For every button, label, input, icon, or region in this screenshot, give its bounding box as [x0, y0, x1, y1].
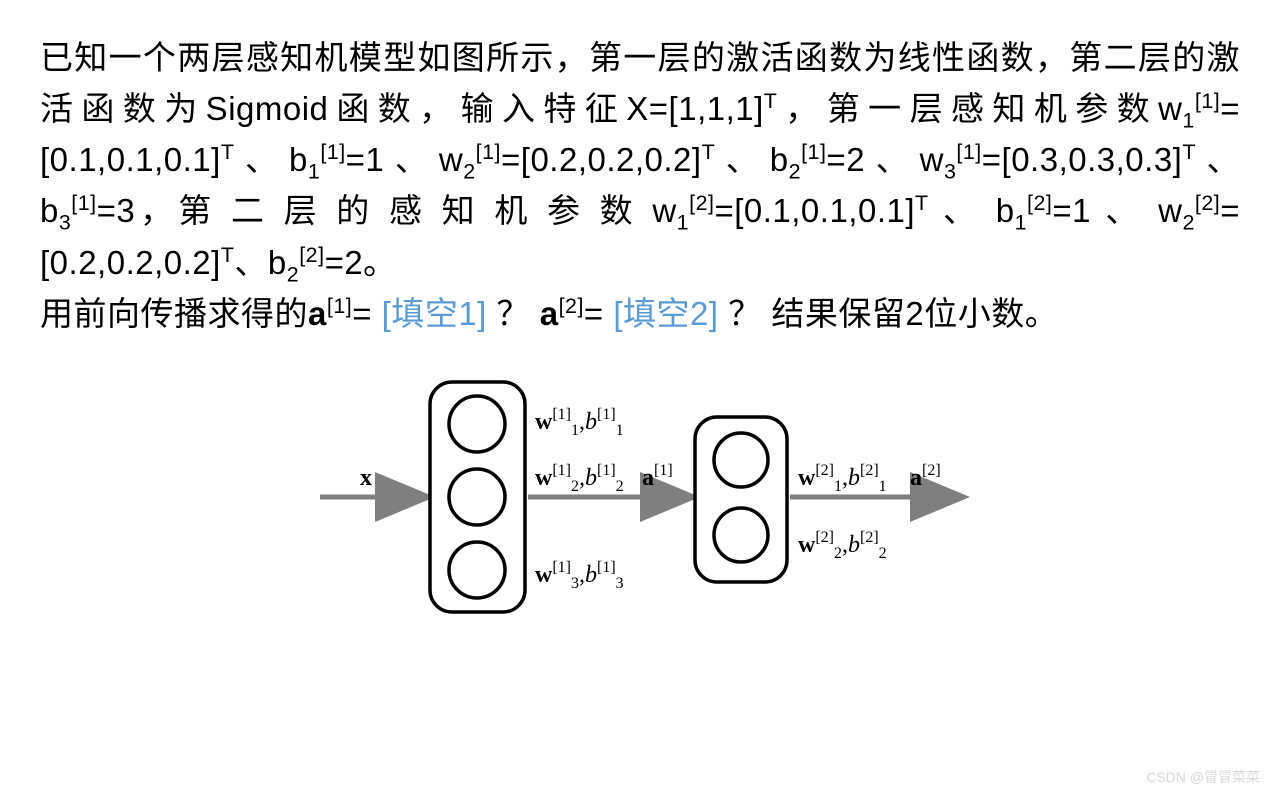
- blank-1: [填空1]: [382, 295, 487, 332]
- a1-symbol: a: [308, 295, 327, 332]
- txt-l2b: ，第一层感知机参数w: [777, 90, 1182, 127]
- svg-text:w[1]3,b[1]3: w[1]3,b[1]3: [535, 559, 624, 592]
- question-prefix: 用前向传播求得的: [40, 295, 308, 332]
- svg-text:w[1]2,b[1]2: w[1]2,b[1]2: [535, 462, 624, 495]
- problem-statement: 已知一个两层感知机模型如图所示，第一层的激活函数为线性函数，第二层的激活函数为S…: [40, 32, 1240, 339]
- svg-text:w[2]1,b[2]1: w[2]1,b[2]1: [798, 462, 887, 495]
- x-vec: X=[1,1,1]: [626, 90, 764, 127]
- svg-text:w[2]2,b[2]2: w[2]2,b[2]2: [798, 529, 887, 562]
- blank-2: [填空2]: [613, 295, 718, 332]
- perceptron-diagram: x w[1]1,b[1]1 w[1]2,b[1]2 w[1]3,b[1]3 a[1] w[…: [280, 367, 1000, 627]
- svg-text:w[1]1,b[1]1: w[1]1,b[1]1: [535, 406, 624, 439]
- svg-text:a[2]: a[2]: [910, 462, 941, 491]
- watermark: CSDN @冒冒菜菜: [1146, 767, 1260, 787]
- line4a: 第 二 层 的 感 知 机 参 数 w: [178, 192, 676, 229]
- network-diagram-container: x w[1]1,b[1]1 w[1]2,b[1]2 w[1]3,b[1]3 a[1] w[…: [40, 367, 1240, 627]
- svg-text:a[1]: a[1]: [642, 462, 673, 491]
- question-end: ？ 结果保留2位小数。: [719, 295, 1059, 332]
- a2-symbol: a: [540, 295, 559, 332]
- svg-text:x: x: [360, 465, 372, 491]
- transpose: T: [764, 89, 778, 113]
